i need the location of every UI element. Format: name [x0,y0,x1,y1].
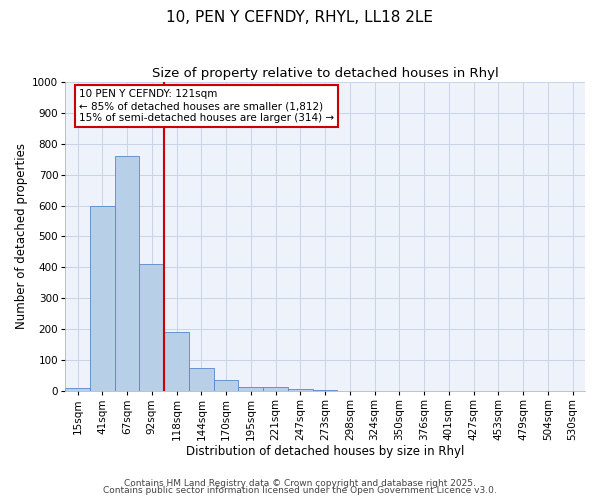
Bar [115,156,139,392]
Text: Contains HM Land Registry data © Crown copyright and database right 2025.: Contains HM Land Registry data © Crown c… [124,478,476,488]
X-axis label: Distribution of detached houses by size in Rhyl: Distribution of detached houses by size … [186,444,464,458]
Bar [164,332,189,392]
Bar [139,264,164,392]
Title: Size of property relative to detached houses in Rhyl: Size of property relative to detached ho… [152,68,499,80]
Bar [90,206,115,392]
Text: 10 PEN Y CEFNDY: 121sqm
← 85% of detached houses are smaller (1,812)
15% of semi: 10 PEN Y CEFNDY: 121sqm ← 85% of detache… [79,90,334,122]
Text: 10, PEN Y CEFNDY, RHYL, LL18 2LE: 10, PEN Y CEFNDY, RHYL, LL18 2LE [167,10,433,25]
Y-axis label: Number of detached properties: Number of detached properties [15,144,28,330]
Bar [238,386,263,392]
Text: Contains public sector information licensed under the Open Government Licence v3: Contains public sector information licen… [103,486,497,495]
Bar [288,389,313,392]
Bar [313,390,337,392]
Bar [65,388,90,392]
Bar [189,368,214,392]
Bar [263,386,288,392]
Bar [214,380,238,392]
